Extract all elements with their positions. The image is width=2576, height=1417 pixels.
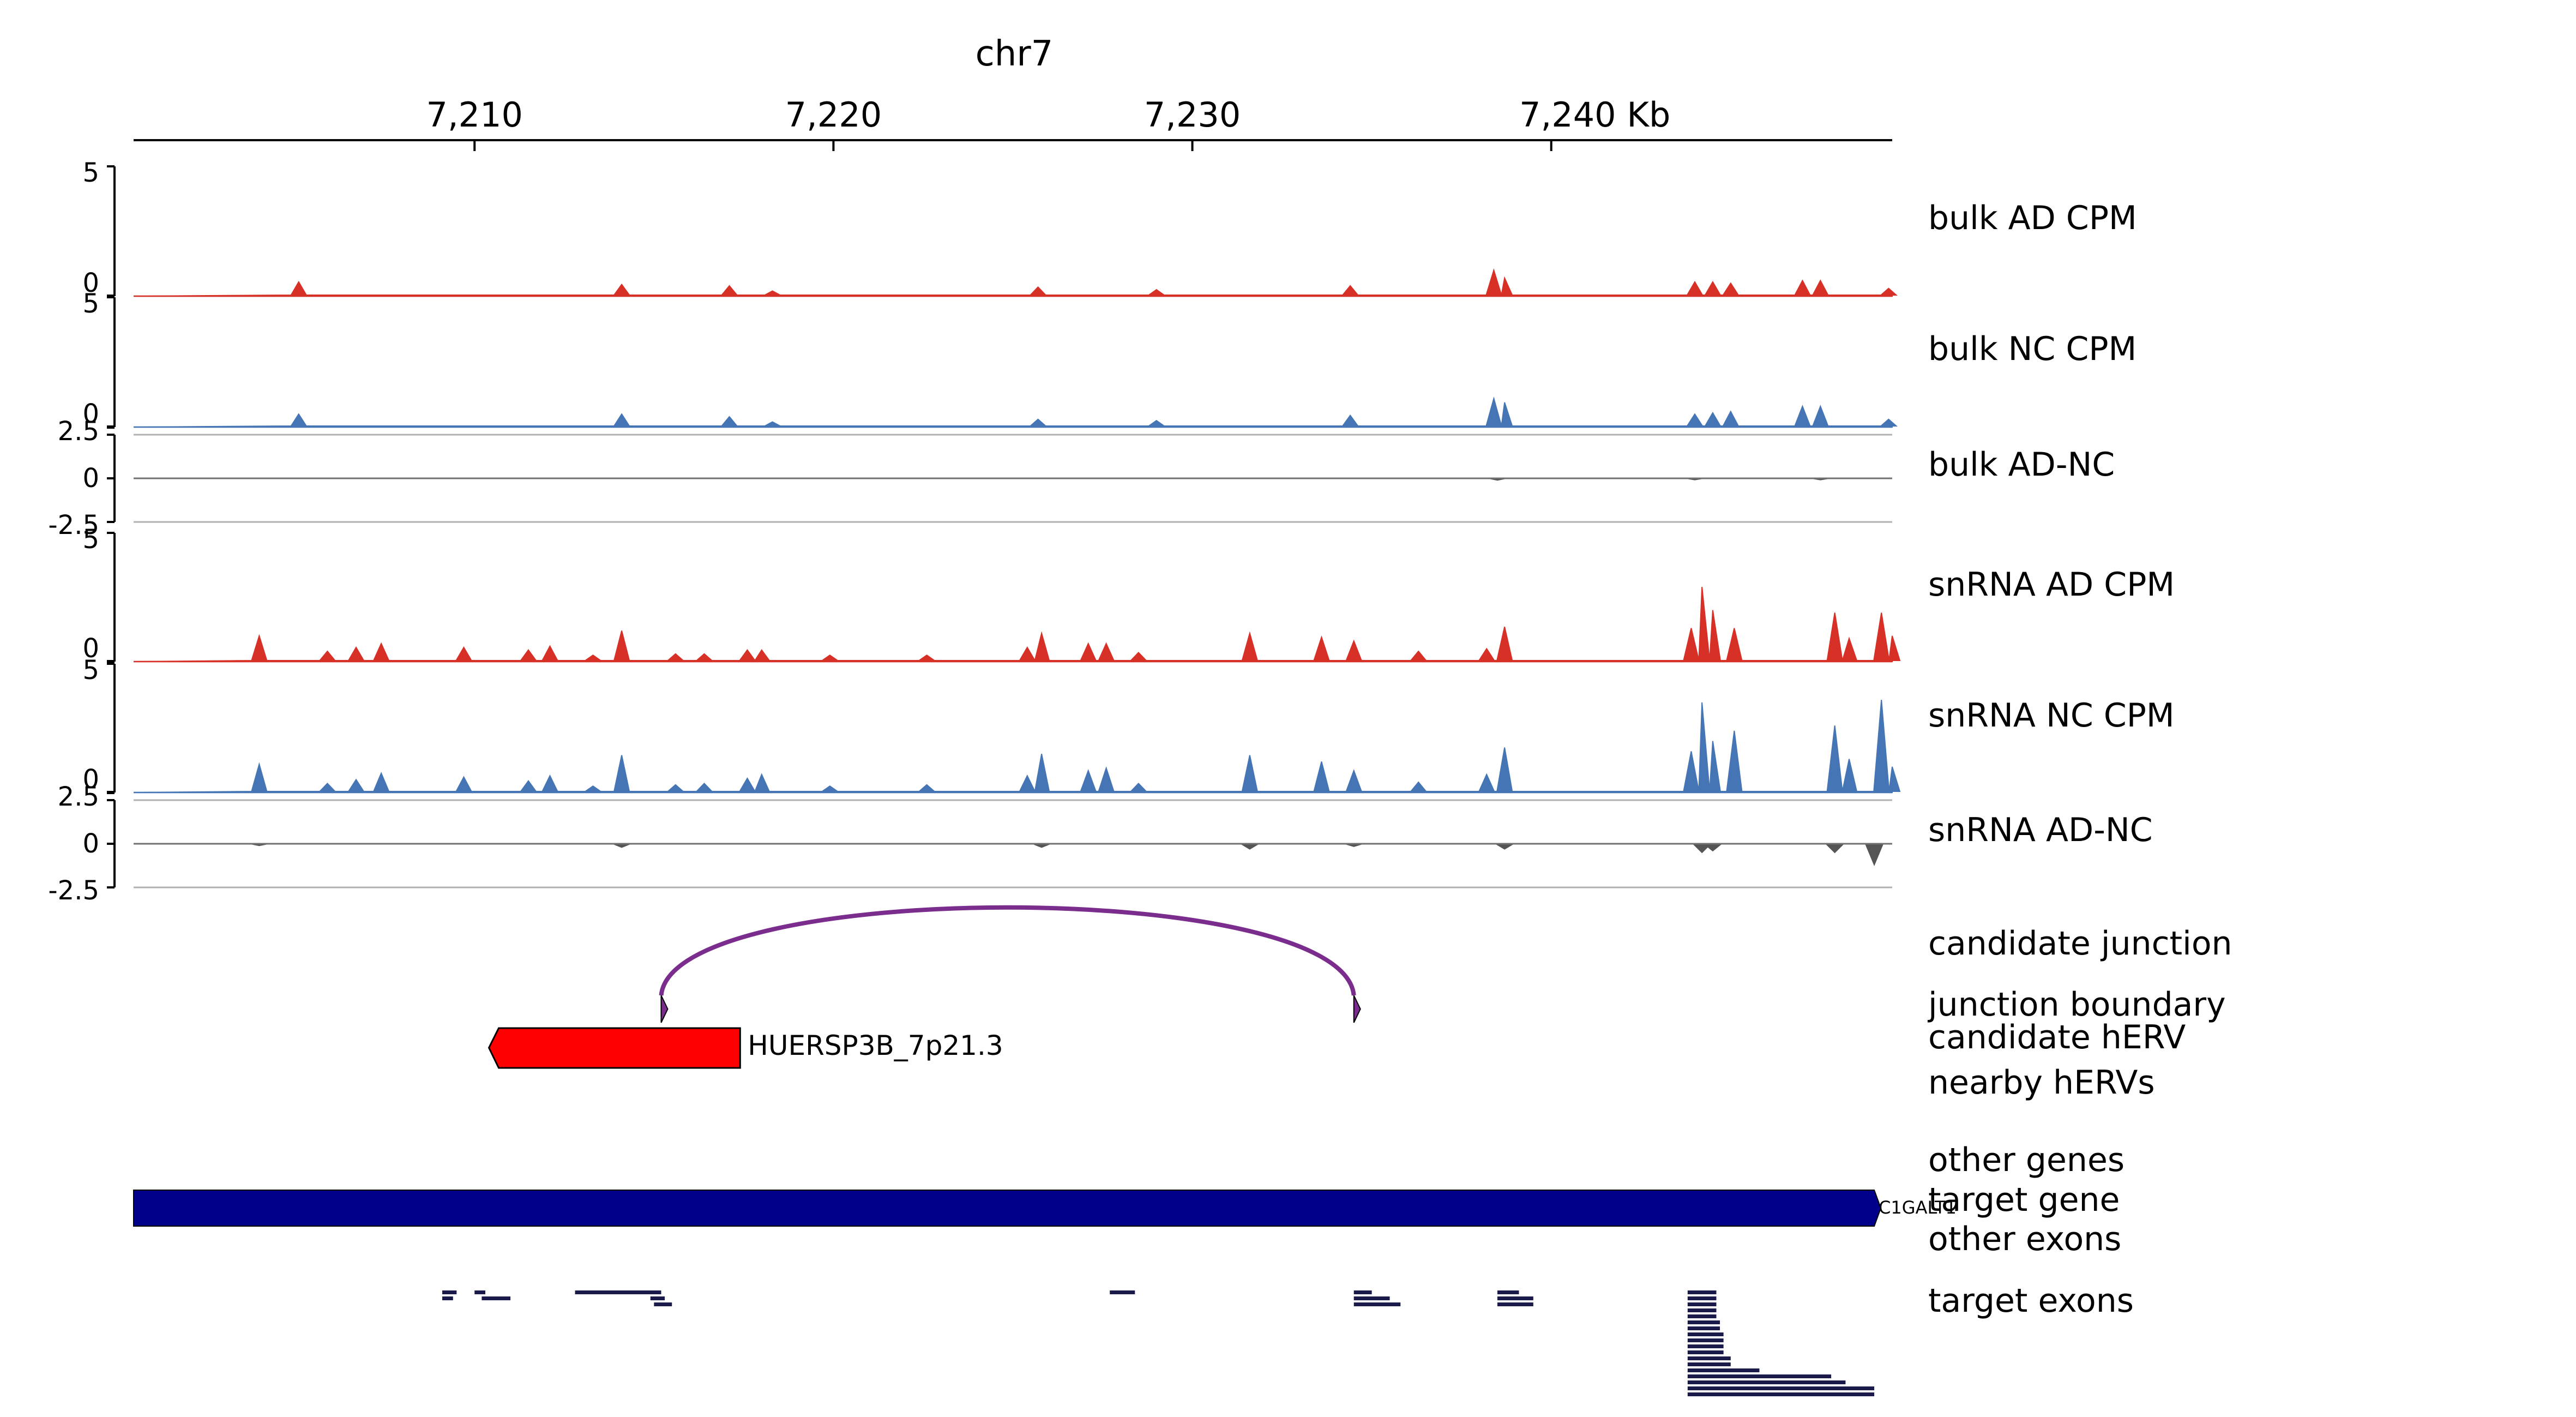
exon-bar xyxy=(1353,1296,1390,1300)
ruler-tick-label: 7,210 xyxy=(426,95,523,135)
y-tick-label: 5 xyxy=(82,524,99,555)
exon-bar xyxy=(1110,1290,1135,1294)
track-label-bulk_diff: bulk AD-NC xyxy=(1928,446,2115,484)
exon-bar xyxy=(1353,1290,1372,1294)
exon-bar xyxy=(1687,1290,1717,1294)
y-tick-label: 0 xyxy=(82,463,99,494)
y-tick-label: 2.5 xyxy=(58,782,99,812)
exon-bar xyxy=(1497,1302,1533,1306)
signal-bulk_ad xyxy=(133,268,1898,297)
exon-bar xyxy=(575,1290,661,1294)
exon-bar xyxy=(1687,1350,1724,1354)
signal-sn_nc xyxy=(133,699,1901,794)
candidate-herv-name: HUERSP3B_7p21.3 xyxy=(748,1030,1003,1061)
annotation-label-other-genes: other genes xyxy=(1928,1141,2124,1179)
signal-sn_diff xyxy=(134,843,1892,866)
exon-bar xyxy=(1497,1290,1519,1294)
annotation-label-junction-boundary: junction boundary xyxy=(1927,986,2226,1024)
y-tick-label: 0 xyxy=(82,399,99,429)
target-exons xyxy=(442,1290,1875,1396)
annotation-tracks: HUERSP3B_7p21.3 C1GALT1 xyxy=(133,905,1957,1396)
ruler-tick-label: 7,220 xyxy=(785,95,882,135)
exon-bar xyxy=(1687,1368,1760,1372)
signal-sn_ad xyxy=(133,587,1901,662)
exon-bar xyxy=(1687,1386,1875,1390)
exon-bar xyxy=(1687,1374,1832,1378)
annotation-label-nearby-hervs: nearby hERVs xyxy=(1928,1064,2155,1102)
track-sn_ad: 50 xyxy=(82,524,1901,664)
exon-bar xyxy=(482,1296,511,1300)
annotation-label-target-exons: target exons xyxy=(1928,1282,2134,1320)
track-bulk_nc: 50 xyxy=(82,289,1898,429)
y-tick-label: 0 xyxy=(82,828,99,859)
exon-bar xyxy=(1687,1314,1717,1318)
exon-bar xyxy=(1687,1302,1717,1306)
exon-bar xyxy=(1687,1362,1731,1366)
target-gene-name: C1GALT1 xyxy=(1879,1197,1957,1218)
junction-boundary-left xyxy=(660,995,669,1023)
exon-bar xyxy=(1687,1392,1875,1396)
ruler-tick-label: 7,240 Kb xyxy=(1519,95,1670,135)
track-bulk_diff: 2.5 0 -2.5 xyxy=(48,416,1892,541)
exon-bar xyxy=(1687,1380,1846,1384)
signal-bulk_nc xyxy=(133,396,1898,428)
exon-bar xyxy=(442,1296,453,1300)
junction-arc xyxy=(659,905,1356,996)
track-label-sn_ad: snRNA AD CPM xyxy=(1928,566,2175,604)
ruler-tick-label: 7,230 xyxy=(1144,95,1241,135)
junction-boundary-right xyxy=(1353,995,1361,1023)
track-label-sn_nc: snRNA NC CPM xyxy=(1928,697,2175,735)
exon-bar xyxy=(474,1290,485,1294)
track-label-sn_diff: snRNA AD-NC xyxy=(1928,811,2153,849)
y-tick-label: 5 xyxy=(82,158,99,188)
y-tick-label: 5 xyxy=(82,655,99,686)
y-tick-label: 0 xyxy=(82,268,99,298)
candidate-herv-feature xyxy=(487,1027,741,1069)
exon-bar xyxy=(1497,1296,1533,1300)
y-tick-label: 5 xyxy=(82,289,99,319)
exon-bar xyxy=(1353,1302,1401,1306)
track-label-bulk_nc: bulk NC CPM xyxy=(1928,330,2136,368)
exon-bar xyxy=(1687,1344,1724,1348)
exon-bar xyxy=(1687,1338,1724,1342)
track-bulk_ad: 50 xyxy=(82,158,1898,298)
exon-bar xyxy=(1687,1332,1724,1336)
exon-bar xyxy=(442,1290,457,1294)
y-tick-label: 2.5 xyxy=(58,416,99,447)
exon-bar xyxy=(650,1296,665,1300)
y-tick-label: -2.5 xyxy=(48,875,99,906)
coordinate-ruler: 7,210 7,220 7,230 7,240 Kb xyxy=(134,95,1892,151)
target-gene-feature xyxy=(133,1190,1882,1227)
exon-bar xyxy=(1687,1308,1717,1312)
annotation-label-target-gene: target gene xyxy=(1928,1181,2120,1219)
annotation-label-candidate-junction: candidate junction xyxy=(1928,924,2232,963)
chromosome-label: chr7 xyxy=(976,34,1054,74)
annotation-label-other-exons: other exons xyxy=(1928,1220,2121,1258)
exon-bar xyxy=(1687,1320,1720,1324)
track-labels: bulk AD CPM bulk NC CPM bulk AD-NC snRNA AD… xyxy=(1927,199,2232,1320)
exon-bar xyxy=(654,1302,672,1306)
exon-bar xyxy=(1687,1296,1717,1300)
track-label-bulk_ad: bulk AD CPM xyxy=(1928,199,2137,237)
annotation-label-candidate-herv: candidate hERV xyxy=(1928,1018,2186,1056)
exon-bar xyxy=(1687,1326,1720,1330)
track-sn_nc: 50 xyxy=(82,655,1901,795)
exon-bar xyxy=(1687,1356,1731,1360)
track-sn_diff: 2.5 0 -2.5 xyxy=(48,782,1892,906)
y-tick-label: -2.5 xyxy=(48,510,99,541)
y-tick-label: 0 xyxy=(82,633,99,664)
y-tick-label: 0 xyxy=(82,764,99,795)
